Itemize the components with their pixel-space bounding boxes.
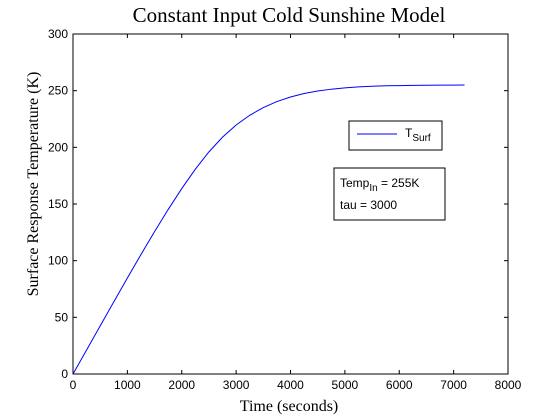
legend-entry-base: T xyxy=(405,126,413,140)
y-tick-label: 150 xyxy=(48,197,68,211)
x-axis-label: Time (seconds) xyxy=(240,398,339,415)
legend: TSurf xyxy=(348,120,443,151)
annotation-tau-line: tau = 3000 xyxy=(340,198,397,212)
x-tick-label: 6000 xyxy=(386,378,413,392)
y-axis-label: Surface Response Temperature (K) xyxy=(25,72,42,297)
x-tick-label: 0 xyxy=(70,378,77,392)
legend-entry-label: TSurf xyxy=(405,126,431,144)
annotation-temp-value: = 255K xyxy=(378,176,420,190)
x-tick-label: 2000 xyxy=(168,378,195,392)
x-tick-label: 1000 xyxy=(114,378,141,392)
x-tick-labels: 0 1000 2000 3000 4000 5000 6000 7000 8000 xyxy=(70,378,522,392)
x-tick-label: 8000 xyxy=(495,378,522,392)
y-tick-labels: 0 50 100 150 200 250 300 xyxy=(48,27,68,381)
y-tick-label: 300 xyxy=(48,27,68,41)
annotation-box xyxy=(333,167,446,221)
y-tick-label: 0 xyxy=(61,367,68,381)
legend-box xyxy=(348,120,443,151)
x-tick-label: 3000 xyxy=(223,378,250,392)
y-tick-label: 100 xyxy=(48,254,68,268)
y-tick-label: 50 xyxy=(55,310,69,324)
annotation-temp-base: Temp xyxy=(340,176,370,190)
series-line-t-surf xyxy=(72,84,465,375)
y-tick-label: 250 xyxy=(48,84,68,98)
legend-entry-subscript: Surf xyxy=(412,133,431,144)
chart-title: Constant Input Cold Sunshine Model xyxy=(133,3,446,27)
annotation-temp-subscript: In xyxy=(369,183,377,194)
x-tick-label: 5000 xyxy=(332,378,359,392)
y-tick-label: 200 xyxy=(48,140,68,154)
annotation-temp-line: TempIn = 255K xyxy=(340,176,419,194)
x-tick-label: 7000 xyxy=(440,378,467,392)
parameter-annotation: TempIn = 255K tau = 3000 xyxy=(333,167,446,221)
axis-ticks xyxy=(72,33,509,375)
x-tick-label: 4000 xyxy=(277,378,304,392)
series-layer xyxy=(72,84,465,375)
